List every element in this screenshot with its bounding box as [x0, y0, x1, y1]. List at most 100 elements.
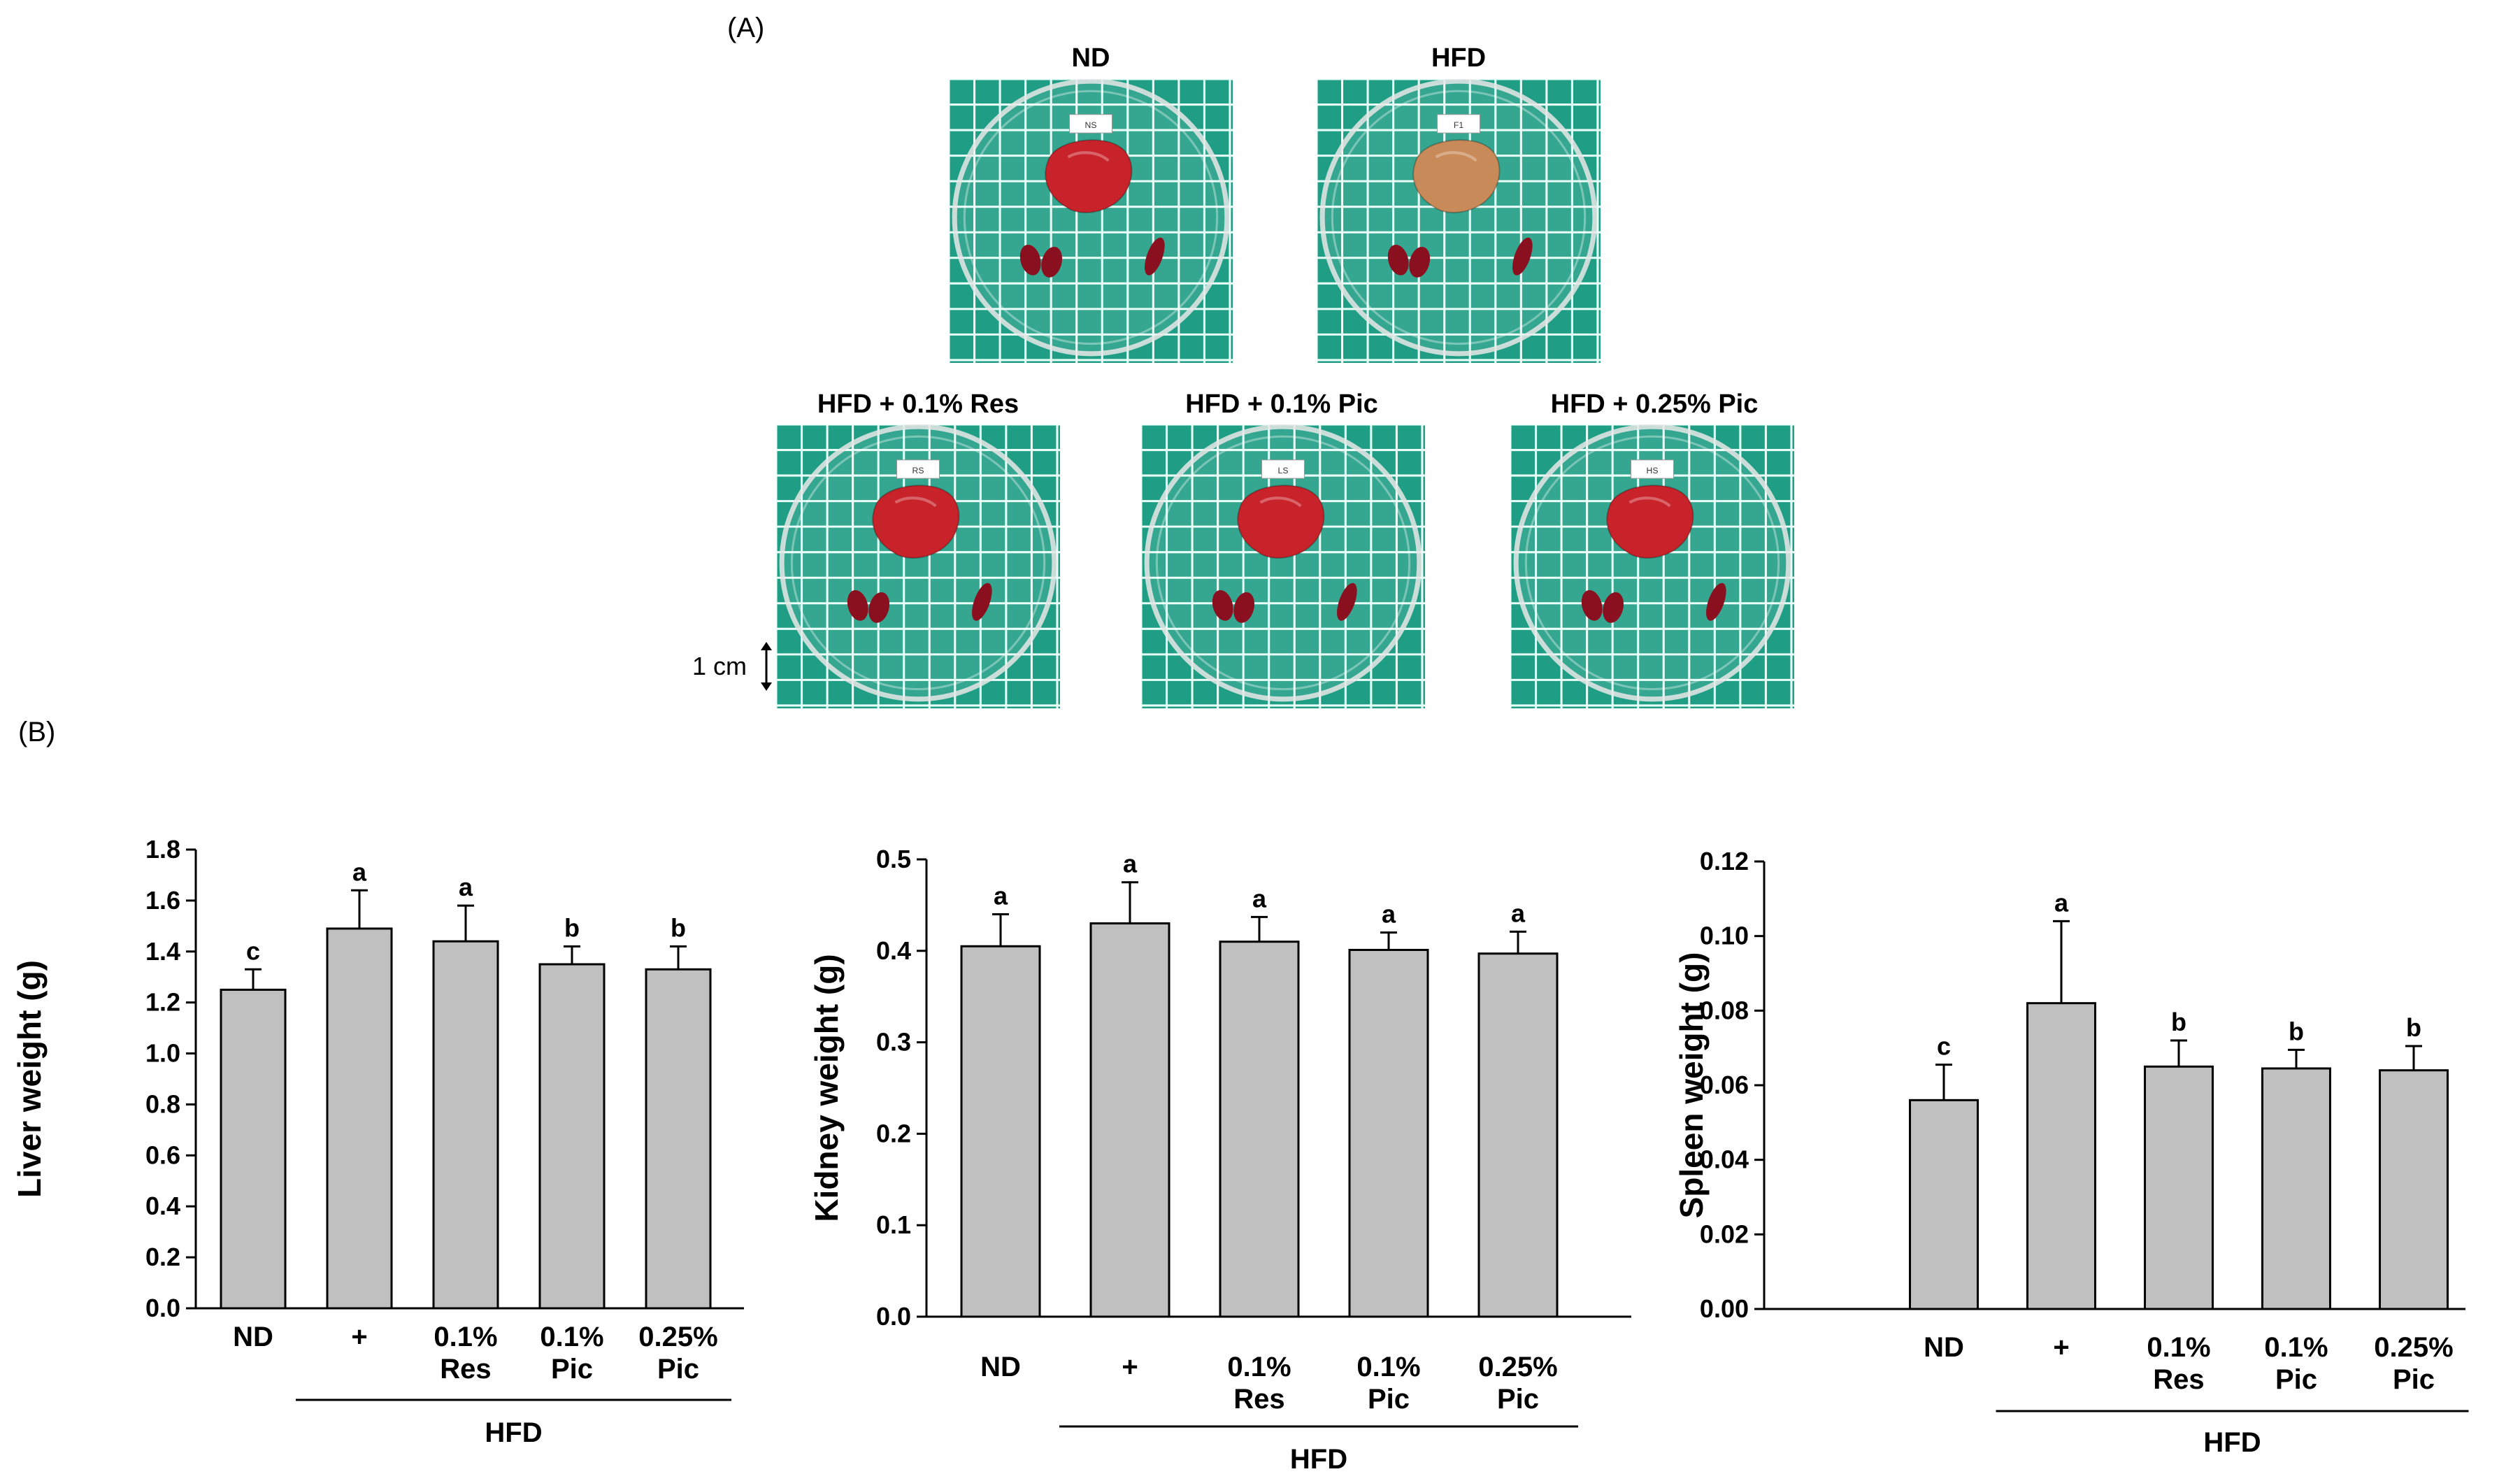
- y-tick-label: 0.04: [1700, 1145, 1749, 1174]
- bar: [1909, 1099, 1979, 1310]
- y-tick-label: 0.08: [1700, 996, 1749, 1024]
- y-tick-label: 0.10: [1700, 922, 1749, 950]
- y-tick-label: 1.0: [145, 1039, 180, 1068]
- bar: [1348, 948, 1429, 1318]
- kidney-organ: [1019, 244, 1041, 276]
- bar: [432, 940, 499, 1310]
- petri-dish: [952, 79, 1230, 357]
- significance-letter: a: [352, 857, 367, 886]
- y-tick-label: 1.2: [145, 988, 180, 1017]
- hfd-group-label: HFD: [2203, 1427, 2261, 1458]
- chart-2: 0.00 0.02 0.04 0.06 0.08 0.10 0.12 Spleen weigh…: [1673, 847, 2469, 1458]
- x-tick-label: ND: [233, 1322, 273, 1352]
- x-tick-label: Res: [2153, 1364, 2204, 1395]
- y-tick-label: 1.4: [145, 937, 180, 966]
- photo-title-hfd: HFD: [1431, 43, 1487, 73]
- significance-letter: a: [1511, 899, 1526, 927]
- y-tick-label: 0.0: [145, 1294, 180, 1322]
- y-tick-label: 0.12: [1700, 847, 1749, 875]
- liver-organ: [872, 485, 960, 559]
- kidney-organ: [1041, 246, 1063, 278]
- x-tick-label: ND: [980, 1352, 1021, 1382]
- x-tick-label: 0.1%: [1356, 1352, 1420, 1382]
- photo-title-pic-high: HFD + 0.25% Pic: [1550, 389, 1759, 419]
- sample-label: NS: [1069, 114, 1112, 134]
- svg-text:F1: F1: [1454, 120, 1463, 130]
- bar: [538, 963, 606, 1310]
- x-tick-label: Pic: [1368, 1384, 1410, 1415]
- significance-letter: b: [564, 913, 580, 942]
- liver-organ: [1606, 485, 1694, 559]
- significance-letter: a: [2054, 888, 2069, 917]
- bar: [1089, 922, 1170, 1318]
- x-tick-label: 0.1%: [1227, 1352, 1291, 1382]
- significance-letter: b: [2406, 1013, 2421, 1042]
- significance-letter: a: [994, 881, 1008, 910]
- petri-dish: [1513, 424, 1791, 702]
- kidney-organ: [1212, 589, 1233, 621]
- bar: [2261, 1067, 2331, 1310]
- significance-letter: c: [1937, 1032, 1951, 1061]
- kidney-organ: [1387, 244, 1409, 276]
- significance-letter: a: [459, 873, 473, 901]
- grid-lines: [776, 424, 1060, 708]
- svg-text:HS: HS: [1647, 466, 1659, 475]
- photo-res: RS: [776, 424, 1060, 708]
- y-tick-label: 1.6: [145, 886, 180, 915]
- x-tick-label: Pic: [657, 1354, 699, 1385]
- significance-letter: a: [1252, 884, 1267, 913]
- kidney-organ: [868, 592, 890, 623]
- y-tick-label: 1.8: [145, 835, 180, 864]
- petri-dish: [1319, 79, 1598, 357]
- x-tick-label: 0.25%: [638, 1322, 717, 1352]
- kidney-organ: [1409, 246, 1431, 278]
- hfd-group-label: HFD: [1290, 1444, 1347, 1475]
- y-tick-label: 0.06: [1700, 1071, 1749, 1099]
- bar: [1477, 952, 1559, 1318]
- sample-label: RS: [896, 459, 940, 479]
- y-tick-label: 0.4: [145, 1192, 180, 1220]
- scale-bar-arrow: [761, 642, 772, 691]
- x-tick-label: 0.1%: [2264, 1332, 2328, 1363]
- svg-text:NS: NS: [1085, 120, 1097, 130]
- x-tick-label: 0.1%: [434, 1322, 497, 1352]
- x-tick-label: Pic: [2393, 1364, 2435, 1395]
- y-tick-label: 0.4: [876, 936, 911, 965]
- spleen-organ: [1337, 582, 1357, 621]
- y-tick-label: 0.3: [876, 1028, 911, 1057]
- x-tick-label: 0.1%: [2147, 1332, 2210, 1363]
- y-tick-label: 0.1: [876, 1210, 911, 1239]
- svg-text:LS: LS: [1278, 466, 1289, 475]
- significance-letter: a: [1382, 900, 1396, 929]
- y-tick-label: 0.0: [876, 1302, 911, 1331]
- y-tick-label: 0.6: [145, 1140, 180, 1169]
- bar: [2144, 1065, 2214, 1310]
- x-tick-label: ND: [1924, 1332, 1964, 1363]
- hfd-group-label: HFD: [485, 1417, 542, 1448]
- bar: [220, 988, 287, 1310]
- significance-letter: a: [1123, 850, 1138, 878]
- y-tick-label: 0.8: [145, 1089, 180, 1118]
- bar: [2379, 1069, 2449, 1310]
- photo-title-pic-low: HFD + 0.1% Pic: [1185, 389, 1378, 419]
- x-tick-label: +: [351, 1322, 367, 1352]
- chart-0: 0.0 0.2 0.4 0.6 0.8 1.0 1.2 1.4 1.6 1.8 Liver weig…: [11, 835, 744, 1448]
- spleen-organ: [972, 582, 992, 621]
- y-tick-label: 0.2: [145, 1243, 180, 1271]
- sample-label: HS: [1631, 459, 1674, 479]
- kidney-organ: [1581, 589, 1603, 621]
- spleen-organ: [1512, 237, 1533, 276]
- photo-hfd: F1: [1317, 79, 1601, 363]
- y-axis-label: Kidney weight (g): [808, 954, 845, 1222]
- x-tick-label: +: [1122, 1352, 1138, 1382]
- kidney-organ: [1233, 592, 1255, 623]
- x-tick-label: 0.1%: [540, 1322, 603, 1352]
- sample-label: F1: [1437, 114, 1480, 134]
- y-tick-label: 0.00: [1700, 1294, 1749, 1323]
- liver-organ: [1237, 485, 1325, 559]
- petri-dish: [779, 424, 1057, 702]
- x-tick-label: 0.25%: [2374, 1332, 2453, 1363]
- x-tick-label: Pic: [2275, 1364, 2317, 1395]
- significance-letter: b: [2289, 1017, 2304, 1045]
